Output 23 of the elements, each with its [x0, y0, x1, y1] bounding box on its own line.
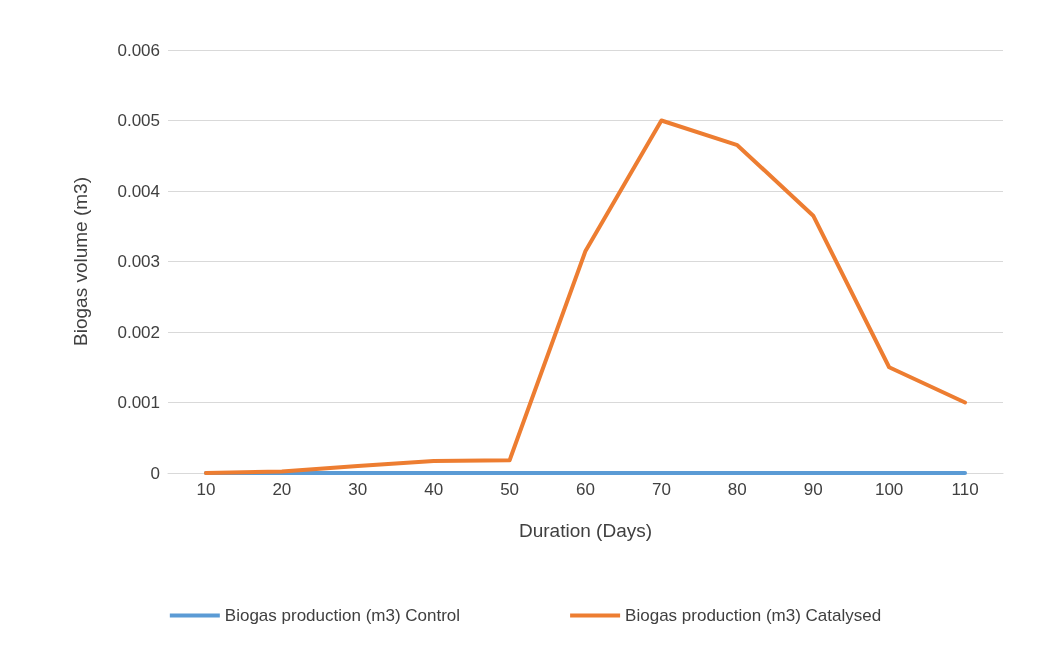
- y-tick-label: 0.001: [117, 393, 160, 412]
- x-tick-label: 10: [196, 480, 216, 499]
- x-tick-label: 70: [651, 480, 671, 499]
- x-tick-label: 40: [424, 480, 444, 499]
- x-tick-label: 80: [727, 480, 747, 499]
- x-tick-label: 90: [803, 480, 823, 499]
- line-series: [203, 118, 968, 475]
- y-tick-label: 0.002: [117, 322, 160, 342]
- y-tick-label: 0.006: [117, 40, 160, 60]
- x-tick-label: 100: [874, 480, 904, 499]
- y-tick-label: 0.003: [117, 252, 160, 271]
- legend-label: Biogas production (m3) Control: [224, 606, 461, 625]
- y-axis-title: Biogas volume (m3): [70, 177, 91, 346]
- y-tick-label: 0.004: [117, 181, 160, 201]
- y-tick-label: 0: [150, 463, 160, 483]
- x-tick-label: 50: [500, 480, 520, 499]
- y-tick-label: 0.005: [117, 111, 160, 130]
- x-tick-label: 30: [348, 480, 368, 499]
- legend-label: Biogas production (m3) Catalysed: [625, 606, 882, 625]
- x-tick-label: 110: [951, 480, 979, 499]
- x-tick-label: 60: [576, 480, 595, 499]
- x-axis-title: Duration (Days): [518, 520, 653, 541]
- x-tick-label: 20: [272, 480, 292, 499]
